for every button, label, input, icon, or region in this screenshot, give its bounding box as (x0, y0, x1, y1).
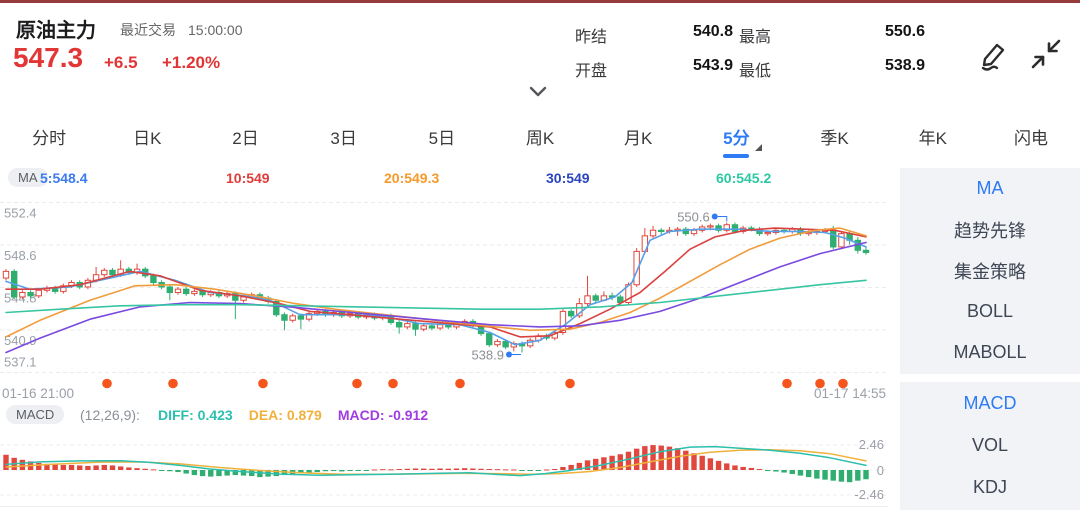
dropdown-corner-icon (754, 143, 762, 151)
tab-label: 年K (918, 128, 947, 148)
ma-value: 30:549 (546, 170, 590, 186)
tab-label: 分时 (32, 128, 67, 148)
svg-text:-2.46: -2.46 (854, 487, 884, 502)
indicator-item-集金策略[interactable]: 集金策略 (954, 261, 1026, 282)
tab-label: 周K (525, 128, 555, 148)
svg-text:01-16 21:00: 01-16 21:00 (2, 386, 74, 401)
price-change-percent: +1.20% (162, 53, 221, 72)
indicator-item-VOL[interactable]: VOL (971, 434, 1009, 455)
chevron-down-icon[interactable] (523, 84, 553, 105)
last-price: 547.3 (13, 42, 84, 73)
svg-text:2.46: 2.46 (859, 437, 884, 452)
macd-value: DEA: 0.879 (248, 407, 322, 423)
indicator-item-趋势先锋[interactable]: 趋势先锋 (954, 220, 1026, 241)
macd-params: (12,26,9): (80, 407, 140, 423)
stat-value: 538.9 (884, 57, 925, 74)
svg-text:01-17 14:55: 01-17 14:55 (814, 386, 886, 401)
macd-chart[interactable]: 2.46 0 -2.46 (0, 430, 900, 510)
tab-label: 闪电 (1013, 128, 1048, 148)
stat-label: 开盘 (575, 63, 608, 80)
indicator-item-MA[interactable]: MA (976, 178, 1004, 198)
indicator-item-MACD[interactable]: MACD (963, 392, 1017, 413)
tab-日K[interactable]: 日K (98, 110, 196, 162)
tab-5分[interactable]: 5分 (687, 110, 785, 162)
svg-text:537.1: 537.1 (4, 355, 37, 370)
indicator-item-BOLL[interactable]: BOLL (966, 301, 1014, 321)
collapse-arrows-icon[interactable] (1028, 36, 1064, 77)
svg-text:540.9: 540.9 (4, 333, 37, 348)
tab-label: 日K (133, 128, 162, 148)
price-change: +6.5 (104, 53, 138, 72)
ma-value: 10:549 (226, 170, 270, 186)
tab-label: 5日 (428, 128, 456, 148)
tab-3日[interactable]: 3日 (295, 110, 393, 162)
stat-value: 543.9 (692, 57, 733, 74)
ma-value: 20:549.3 (384, 170, 440, 186)
stat-label: 昨结 (575, 29, 608, 46)
macd-legend-row: MACD (12,26,9): DIFF: 0.423 DEA: 0.879 MAC… (0, 404, 900, 430)
ma-legend-row: MA 5:548.4 10:549 20:549.3 30:549 60:545.2 (0, 165, 900, 195)
tab-月K[interactable]: 月K (589, 110, 687, 162)
last-trade-label: 最近交易 (120, 22, 176, 38)
svg-text:550.6: 550.6 (677, 210, 710, 225)
stat-label: 最高 (739, 29, 772, 46)
candlestick-chart[interactable]: 552.4548.6544.8540.9537.1550.6538.901-16… (0, 196, 900, 408)
ma-value: 5:548.4 (40, 170, 88, 186)
tab-label: 5分 (723, 124, 762, 151)
tab-周K[interactable]: 周K (491, 110, 589, 162)
tab-季K[interactable]: 季K (786, 110, 884, 162)
macd-value: MACD: -0.912 (337, 407, 429, 423)
pen-edit-icon[interactable] (975, 38, 1013, 79)
tab-label: 2日 (232, 128, 259, 148)
indicator-item-MABOLL[interactable]: MABOLL (953, 342, 1027, 362)
sub-indicator-list: MACD VOL KDJ (900, 382, 1080, 510)
tab-分时[interactable]: 分时 (0, 110, 98, 162)
session-stats: 昨结 540.8 最高 550.6 开盘 543.9 最低 538.9 (575, 23, 925, 81)
tab-label: 3日 (330, 128, 357, 148)
tab-label: 月K (624, 128, 653, 148)
ma-value: 60:545.2 (716, 170, 772, 186)
indicator-item-KDJ[interactable]: KDJ (972, 476, 1007, 497)
stat-value: 550.6 (884, 23, 925, 40)
svg-text:548.6: 548.6 (4, 248, 37, 263)
main-indicator-list: MA 趋势先锋集金策略 BOLL MABOLL (900, 168, 1080, 374)
macd-values: DIFF: 0.423 DEA: 0.879 MACD: -0.912 (158, 407, 428, 423)
svg-text:552.4: 552.4 (4, 206, 37, 221)
last-trade-value: 15:00:00 (188, 22, 243, 38)
tab-5日[interactable]: 5日 (393, 110, 491, 162)
tab-闪电[interactable]: 闪电 (982, 110, 1080, 162)
tab-label: 季K (820, 128, 849, 148)
active-tab-underline (723, 154, 750, 158)
svg-text:538.9: 538.9 (471, 348, 504, 363)
last-trade-time: 最近交易 15:00:00 (120, 20, 243, 40)
macd-value: DIFF: 0.423 (158, 407, 233, 423)
top-accent-bar (0, 0, 1080, 3)
tab-2日[interactable]: 2日 (196, 110, 294, 162)
macd-badge[interactable]: MACD (6, 405, 65, 424)
period-tab-bar: 分时 日K 2日 3日 5日 周K 月K 5分 季K 年K 闪电 (0, 110, 1080, 162)
ma-badge[interactable]: MA (8, 168, 48, 187)
svg-text:0: 0 (877, 463, 884, 478)
stat-value: 540.8 (692, 23, 733, 40)
tab-年K[interactable]: 年K (884, 110, 982, 162)
stat-label: 最低 (739, 63, 772, 80)
symbol-name: 原油主力 (16, 20, 96, 42)
